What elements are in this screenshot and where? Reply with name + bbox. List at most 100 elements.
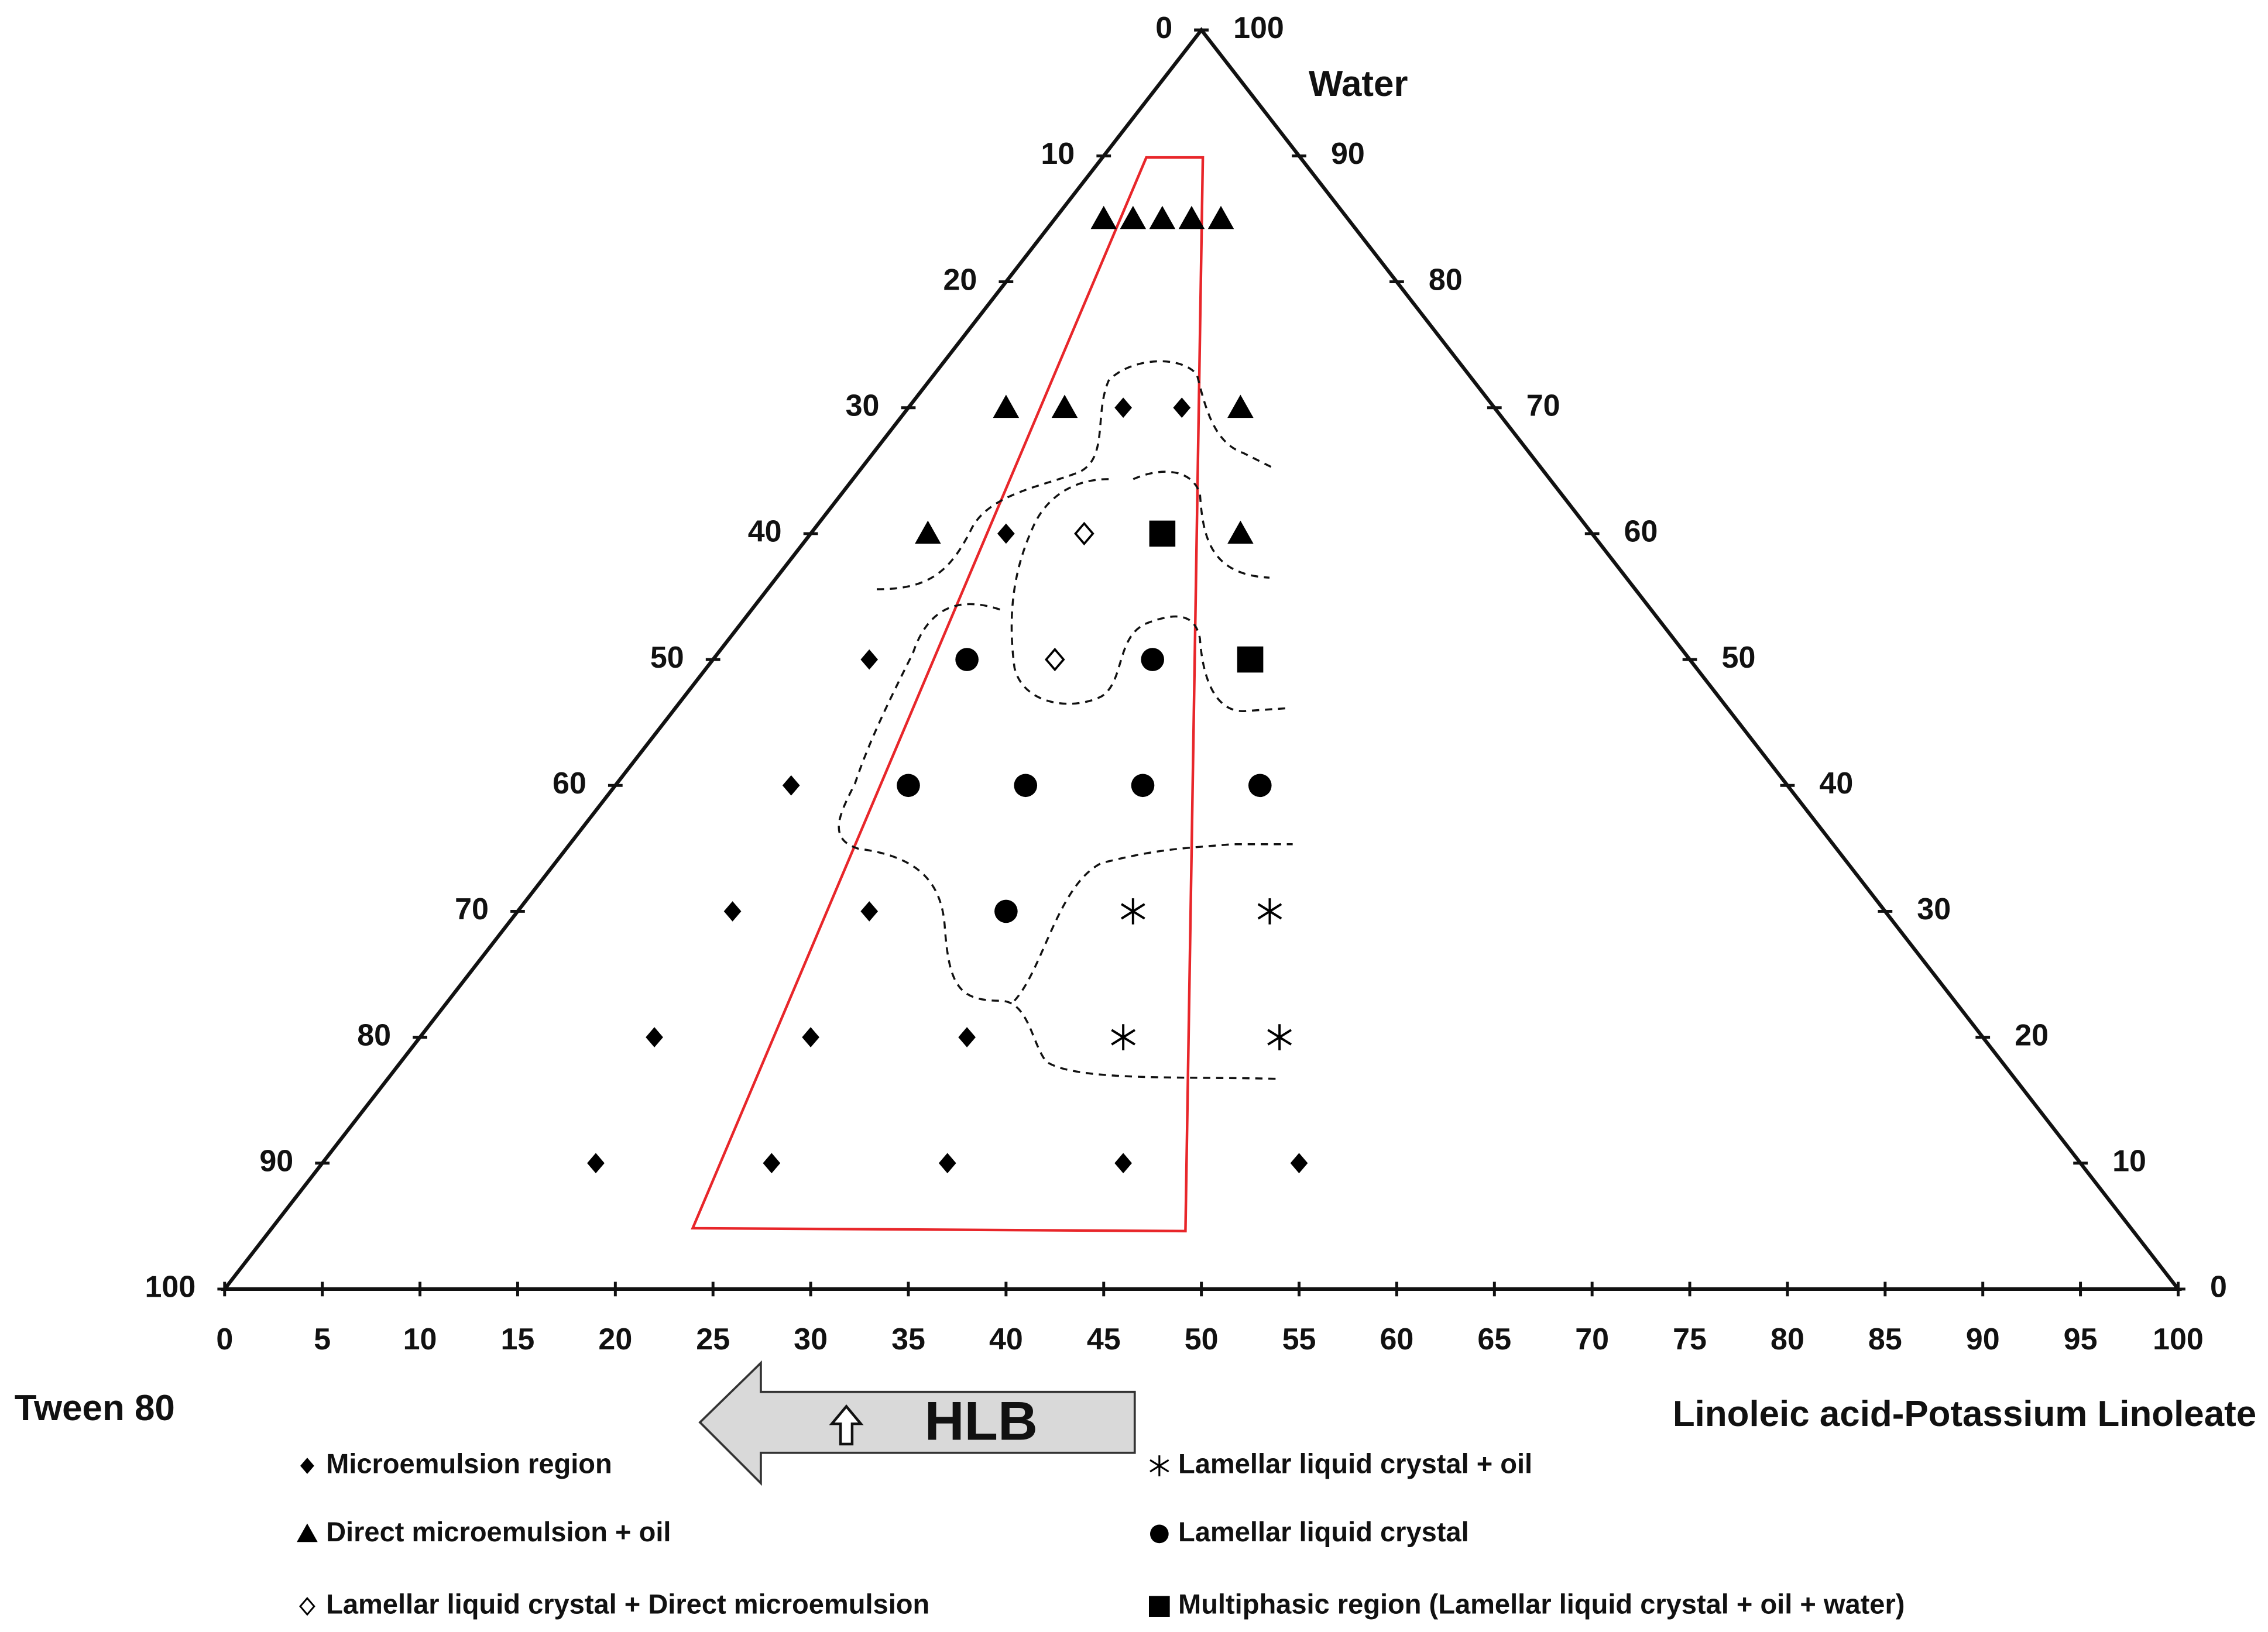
data-point xyxy=(997,523,1015,544)
data-point xyxy=(994,899,1018,923)
data-point xyxy=(587,1153,605,1174)
data-point xyxy=(802,1027,819,1047)
right-tick-label: 60 xyxy=(1624,515,1658,549)
bottom-tick-label: 70 xyxy=(1575,1322,1609,1356)
data-point xyxy=(1045,647,1065,672)
left-tick-label: 40 xyxy=(748,515,782,549)
legend-label: Multiphasic region (Lamellar liquid crys… xyxy=(1178,1589,1905,1620)
left-tick-label: 50 xyxy=(650,641,684,675)
phase-boundaries xyxy=(838,360,1293,1080)
left-tick-label: 60 xyxy=(553,767,586,800)
legend-label: Microemulsion region xyxy=(326,1448,612,1479)
legend-label: Lamellar liquid crystal + Direct microem… xyxy=(326,1589,929,1620)
data-point xyxy=(860,649,879,670)
left-tick-label: 70 xyxy=(455,892,489,926)
data-point xyxy=(1257,898,1282,925)
hlb-region xyxy=(691,156,1205,1233)
bottom-tick-label: 85 xyxy=(1868,1322,1902,1356)
data-point xyxy=(1111,1024,1135,1050)
left-tick-label: 20 xyxy=(943,263,977,297)
data-point xyxy=(1173,397,1191,418)
data-point xyxy=(763,1153,781,1174)
right-tick-label: 10 xyxy=(2112,1144,2146,1178)
data-point xyxy=(1131,774,1155,798)
data-point xyxy=(860,901,879,922)
data-point xyxy=(1227,520,1254,544)
bottom-tick-label: 5 xyxy=(314,1322,331,1356)
boundary xyxy=(877,360,1273,590)
data-point xyxy=(1290,1153,1308,1174)
bottom-tick-label: 60 xyxy=(1380,1322,1413,1356)
bottom-tick-label: 55 xyxy=(1282,1322,1316,1356)
bottom-tick-label: 50 xyxy=(1185,1322,1219,1356)
bottom-tick-label: 75 xyxy=(1673,1322,1707,1356)
legend-marker xyxy=(297,1523,318,1542)
right-tick-label: 50 xyxy=(1722,641,1756,675)
bottom-tick-label: 45 xyxy=(1087,1322,1121,1356)
data-point xyxy=(1120,205,1147,229)
legend-label: Direct microemulsion + oil xyxy=(326,1516,671,1547)
legend-marker xyxy=(1150,1524,1169,1544)
legend-marker xyxy=(299,1597,315,1616)
data-point xyxy=(958,1027,976,1047)
right-tick-label: 70 xyxy=(1526,389,1560,422)
bottom-tick-label: 100 xyxy=(2153,1322,2204,1356)
data-point xyxy=(993,394,1020,418)
data-point xyxy=(1149,520,1176,547)
bottom-tick-label: 35 xyxy=(891,1322,925,1356)
legend-label: Lamellar liquid crystal xyxy=(1178,1516,1469,1547)
right-tick-label: 0 xyxy=(2210,1270,2227,1304)
data-point xyxy=(897,774,920,798)
hlb-label: HLB xyxy=(925,1390,1038,1452)
bottom-tick-label: 0 xyxy=(216,1322,233,1356)
bottom-tick-label: 90 xyxy=(1966,1322,2000,1356)
data-point xyxy=(955,648,979,671)
bottom-tick-label: 30 xyxy=(794,1322,828,1356)
legend-marker xyxy=(1149,1596,1170,1617)
left-tick-label: 30 xyxy=(846,389,880,422)
data-point xyxy=(1149,205,1176,229)
data-point xyxy=(938,1153,956,1174)
right-tick-label: 90 xyxy=(1331,137,1365,171)
data-point xyxy=(1248,774,1272,798)
data-point xyxy=(1114,1153,1132,1174)
right-tick-label: 20 xyxy=(2015,1018,2049,1052)
legend-label: Lamellar liquid crystal + oil xyxy=(1178,1448,1532,1479)
left-tick-label: 80 xyxy=(357,1018,391,1052)
data-point xyxy=(1141,648,1165,671)
corner-label-right: Linoleic acid-Potassium Linoleate xyxy=(1673,1394,2256,1434)
bottom-tick-label: 80 xyxy=(1771,1322,1804,1356)
data-point xyxy=(646,1027,663,1047)
legend-marker xyxy=(1150,1455,1169,1476)
data-point xyxy=(723,901,742,922)
data-point xyxy=(1090,205,1117,229)
bottom-tick-label: 15 xyxy=(501,1322,535,1356)
left-tick-label: 0 xyxy=(1155,11,1172,45)
data-point xyxy=(1237,646,1264,673)
bottom-tick-label: 10 xyxy=(403,1322,437,1356)
corner-label-top: Water xyxy=(1309,64,1408,104)
left-tick-label: 90 xyxy=(259,1144,293,1178)
bottom-tick-label: 20 xyxy=(598,1322,632,1356)
corner-label-left: Tween 80 xyxy=(15,1388,175,1428)
data-point xyxy=(915,520,941,544)
data-point xyxy=(1207,205,1234,229)
boundary xyxy=(1010,478,1290,712)
data-point xyxy=(1178,205,1205,229)
right-tick-label: 80 xyxy=(1429,263,1463,297)
data-point xyxy=(1074,521,1094,546)
hlb-arrow xyxy=(698,1360,1136,1486)
bottom-tick-label: 40 xyxy=(989,1322,1023,1356)
right-tick-label: 30 xyxy=(1917,892,1951,926)
boundary xyxy=(1133,470,1270,579)
boundary xyxy=(838,603,1281,1080)
bottom-tick-label: 65 xyxy=(1477,1322,1511,1356)
data-point xyxy=(1114,397,1132,418)
left-tick-label: 100 xyxy=(145,1270,196,1304)
boundary xyxy=(1013,843,1293,1002)
bottom-tick-label: 95 xyxy=(2064,1322,2098,1356)
data-point xyxy=(1267,1024,1292,1050)
left-tick-label: 10 xyxy=(1041,137,1075,171)
